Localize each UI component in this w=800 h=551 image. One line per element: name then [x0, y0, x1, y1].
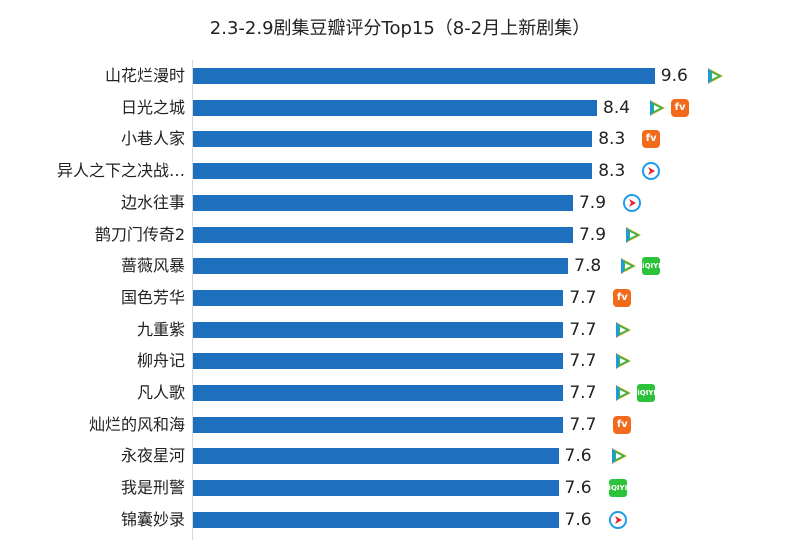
value-label: 7.7 — [569, 414, 597, 435]
bar — [193, 131, 593, 148]
tencent-icon — [705, 67, 723, 85]
bar-row: 灿烂的风和海 7.7 fv — [0, 415, 800, 435]
tencent-icon — [613, 384, 632, 402]
category-label: 边水往事 — [120, 192, 185, 212]
bar-row: 柳舟记 7.7 — [0, 351, 800, 371]
bar — [193, 289, 564, 306]
chart-title: 2.3-2.9剧集豆瓣评分Top15（8-2月上新剧集） — [209, 18, 591, 39]
bar-row: 锦囊妙录 7.6 — [0, 510, 800, 530]
category-label: 日光之城 — [120, 97, 185, 117]
youku-icon — [642, 162, 661, 181]
iqiyi-icon: iQIYI — [608, 479, 627, 498]
category-label: 蔷薇风暴 — [120, 256, 185, 276]
value-label: 8.4 — [603, 97, 631, 118]
category-label: 鹊刀门传奇2 — [94, 224, 185, 244]
bar — [193, 353, 564, 370]
value-label: 7.7 — [569, 351, 597, 372]
value-label: 9.6 — [660, 66, 688, 86]
category-label: 灿烂的风和海 — [88, 414, 185, 434]
tencent-icon — [623, 226, 641, 244]
category-label: 小巷人家 — [120, 129, 185, 149]
value-label: 8.3 — [598, 161, 626, 182]
category-label: 永夜星河 — [120, 446, 185, 466]
bar — [193, 385, 564, 401]
value-label: 7.9 — [578, 192, 607, 213]
mango-icon: fv — [671, 98, 690, 117]
value-label: 7.7 — [569, 287, 597, 308]
bar-row: 日光之城 8.4 fv — [0, 98, 800, 118]
bar — [193, 99, 598, 116]
bar-row: 蔷薇风暴 7.8 iQIYI — [0, 256, 800, 276]
bar-row: 永夜星河 7.6 — [0, 446, 800, 466]
iqiyi-icon: iQIYI — [642, 257, 661, 276]
tencent-icon — [647, 99, 666, 117]
mango-icon: fv — [642, 130, 661, 149]
iqiyi-icon: iQIYI — [637, 384, 656, 402]
value-label: 7.7 — [569, 383, 597, 403]
tencent-icon — [609, 447, 627, 465]
youku-icon — [608, 510, 627, 529]
value-label: 7.6 — [564, 509, 592, 530]
bar — [193, 194, 573, 211]
category-label: 锦囊妙录 — [120, 509, 185, 529]
category-label: 柳舟记 — [136, 351, 185, 371]
bar — [193, 416, 564, 433]
tencent-icon — [613, 352, 632, 370]
bar-row: 国色芳华 7.7 fv — [0, 288, 800, 308]
bar-row: 小巷人家 8.3 fv — [0, 129, 800, 149]
value-label: 7.7 — [569, 319, 597, 340]
mango-icon: fv — [613, 415, 632, 434]
bar — [193, 448, 559, 465]
tencent-icon — [618, 257, 637, 275]
category-label: 国色芳华 — [120, 287, 185, 307]
category-label: 九重紫 — [136, 319, 185, 339]
bar — [193, 258, 569, 275]
bar — [193, 163, 593, 180]
y-axis-line — [192, 60, 193, 540]
value-label: 7.6 — [564, 446, 592, 467]
bar — [193, 511, 559, 528]
bar-row: 我是刑警 7.6 iQIYI — [0, 478, 800, 498]
mango-icon: fv — [613, 288, 632, 307]
bar — [193, 68, 655, 84]
youku-icon — [622, 193, 641, 212]
value-label: 7.9 — [578, 224, 607, 245]
bar-row: 凡人歌 7.7 iQIYI — [0, 383, 800, 403]
tencent-icon — [613, 321, 632, 339]
value-label: 7.6 — [564, 478, 592, 499]
bar-row: 异人之下之决战… 8.3 — [0, 161, 800, 181]
bar — [193, 321, 564, 338]
bar — [193, 480, 559, 497]
category-label: 凡人歌 — [136, 383, 185, 402]
value-label: 8.3 — [598, 129, 626, 150]
category-label: 异人之下之决战… — [56, 161, 185, 181]
bar-row: 鹊刀门传奇2 7.9 — [0, 225, 800, 245]
bar-row: 九重紫 7.7 — [0, 320, 800, 340]
bar — [193, 226, 573, 243]
value-label: 7.8 — [574, 256, 602, 277]
category-label: 我是刑警 — [120, 478, 185, 498]
bar-row: 边水往事 7.9 — [0, 193, 800, 213]
bar-row: 山花烂漫时 9.6 — [0, 66, 800, 86]
category-label: 山花烂漫时 — [104, 66, 185, 85]
